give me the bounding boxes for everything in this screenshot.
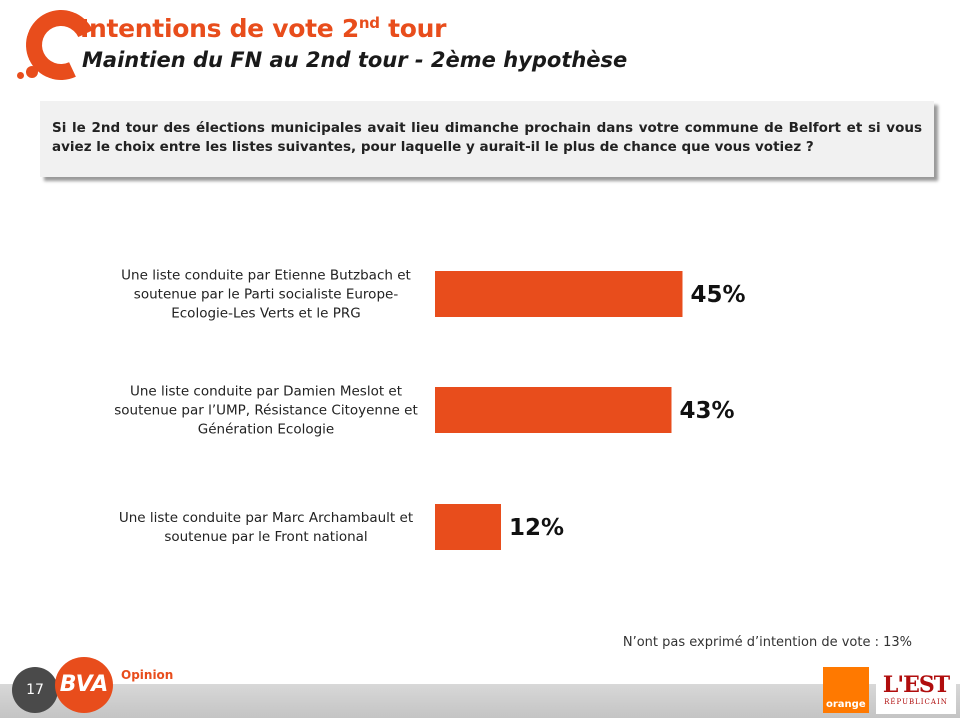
bar-2 [435,504,501,550]
decorative-dot-small-icon [17,72,24,79]
question-box: Si le 2nd tour des élections municipales… [40,101,934,177]
data-label-0: 45% [691,282,746,308]
category-label-2: Une liste conduite par Marc Archambault … [119,510,413,545]
bar-0 [435,271,683,317]
footer-band [0,684,960,718]
page-number: 17 [12,667,58,713]
data-label-2: 12% [509,515,564,541]
est-logo-main: L'EST [882,672,950,698]
title-suffix: tour [379,14,447,43]
title-superscript: nd [358,14,380,32]
title-text: Intentions de vote 2 [80,14,359,43]
footnote: N’ont pas exprimé d’intention de vote : … [622,635,912,650]
bar-1 [435,387,672,433]
question-text: Si le 2nd tour des élections municipales… [52,120,922,155]
bva-opinion-label: Opinion [121,668,174,682]
est-republicain-logo: L'EST RÉPUBLICAIN [876,672,956,714]
orange-logo: orange [823,667,869,713]
category-label-0: Une liste conduite par Etienne Butzbach … [121,268,411,322]
data-label-1: 43% [680,398,735,424]
category-label-1: Une liste conduite par Damien Meslot et s… [114,384,418,438]
page-title: Intentions de vote 2nd tour [80,14,447,43]
page-subtitle: Maintien du FN au 2nd tour - 2ème hypoth… [82,48,628,72]
decorative-dot-icon [26,66,38,78]
bva-logo: BVA [55,657,113,713]
est-logo-sub: RÉPUBLICAIN [884,698,948,706]
